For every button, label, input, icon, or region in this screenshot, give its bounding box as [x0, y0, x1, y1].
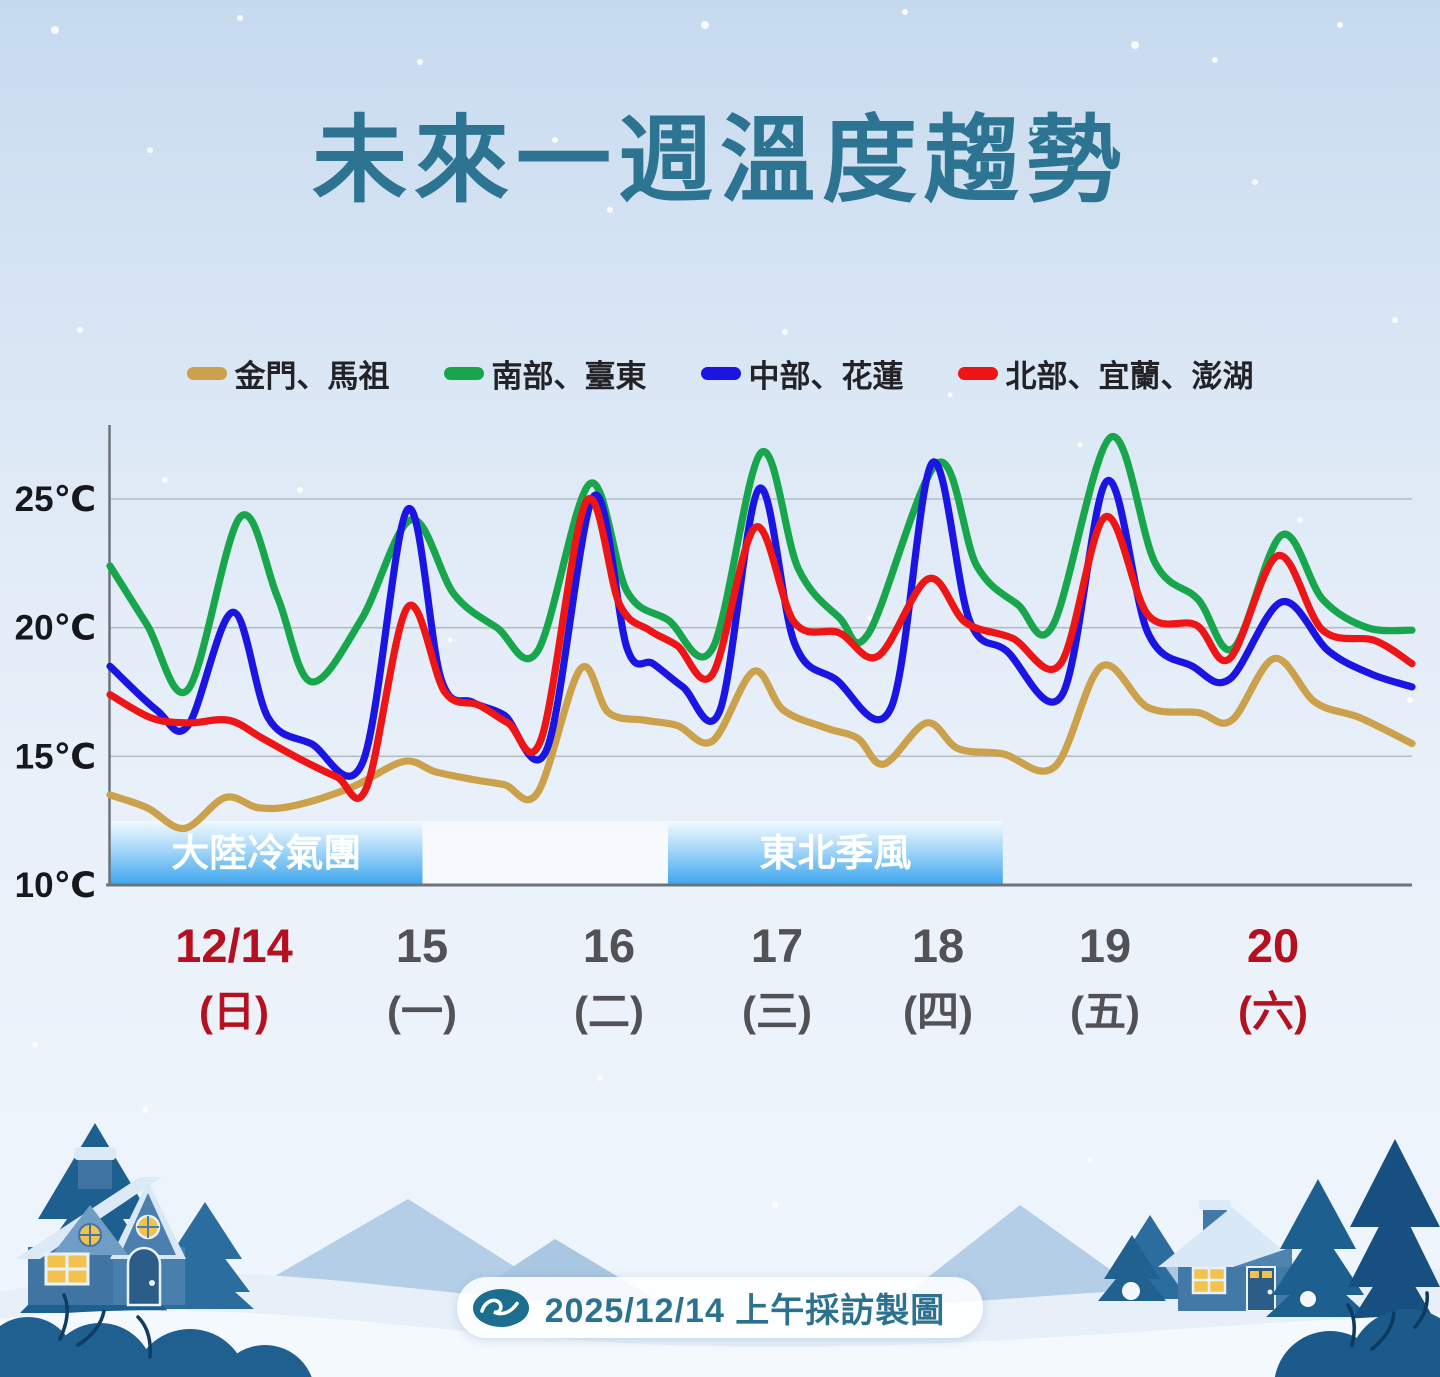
x-day-weekday: (一) — [387, 988, 457, 1035]
cwa-logo-icon — [472, 1288, 529, 1327]
pine-tree-icon — [1098, 1235, 1166, 1301]
x-day-date: 12/14 — [175, 919, 293, 972]
legend-item: 中部、花蓮 — [700, 351, 904, 396]
x-day-weekday: (二) — [574, 988, 644, 1035]
x-axis-labels: 12/14 (日) 15 (一) 16 (二) 17 (三) 18 (四) 19 (五) 20 (六) — [175, 919, 1308, 1035]
x-day-weekday: (六) — [1238, 988, 1308, 1035]
weather-banner-label: 大陸冷氣團 — [171, 833, 361, 875]
x-day-weekday: (日) — [199, 988, 269, 1035]
bush-icon — [1274, 1291, 1440, 1377]
legend-swatch-icon — [186, 367, 227, 380]
axes — [106, 425, 1412, 887]
annotation-banners: 大陸冷氣團 東北季風 — [110, 821, 1003, 884]
legend-swatch-icon — [700, 367, 741, 380]
weather-banner — [668, 821, 1003, 884]
house-icon — [15, 1147, 186, 1307]
legend-label: 中部、花蓮 — [748, 359, 904, 394]
legend-label: 北部、宜蘭、澎湖 — [1005, 359, 1254, 394]
house-icon — [1158, 1200, 1302, 1312]
chart-legend: 金門、馬祖 南部、臺東 中部、花蓮 北部、宜蘭、澎湖 — [0, 351, 1440, 396]
x-day-weekday: (五) — [1070, 988, 1140, 1035]
legend-item: 南部、臺東 — [443, 351, 647, 396]
x-day-date: 19 — [1079, 919, 1131, 972]
legend-item: 金門、馬祖 — [186, 351, 390, 396]
caption-text: 2025/12/14 上午採訪製圖 — [544, 1292, 946, 1330]
banner-gap-strip — [422, 821, 668, 884]
series-line — [106, 494, 1416, 802]
legend-label: 南部、臺東 — [491, 359, 647, 394]
weather-banner — [110, 821, 423, 884]
snow-hill-front — [0, 1310, 1440, 1377]
y-axis-labels: 25℃ 20℃ 15℃ 10℃ — [15, 480, 96, 905]
y-tick-label: 25℃ — [15, 480, 96, 519]
x-day-date: 20 — [1247, 919, 1299, 972]
pine-tree-icon — [1266, 1179, 1370, 1317]
snowflakes — [32, 9, 1413, 1313]
temperature-series — [106, 433, 1416, 833]
x-day-weekday: (三) — [742, 988, 812, 1035]
page-title: 未來一週溫度趨勢 — [311, 108, 1128, 214]
y-tick-label: 10℃ — [15, 866, 96, 905]
y-tick-label: 15℃ — [15, 737, 96, 776]
x-day-date: 15 — [396, 919, 448, 972]
y-tick-label: 20℃ — [15, 609, 96, 648]
legend-label: 金門、馬祖 — [234, 359, 390, 394]
legend-swatch-icon — [443, 367, 484, 380]
caption-pill: 2025/12/14 上午採訪製圖 — [456, 1277, 984, 1338]
footer: 2025/12/14 上午採訪製圖 — [0, 1277, 1440, 1338]
bush-icon — [0, 1293, 312, 1377]
series-line — [106, 433, 1416, 697]
x-day-weekday: (四) — [903, 988, 973, 1035]
series-line — [106, 458, 1416, 780]
x-day-date: 17 — [751, 919, 803, 972]
legend-item: 北部、宜蘭、澎湖 — [957, 351, 1254, 396]
legend-swatch-icon — [957, 367, 998, 380]
weather-banner-label: 東北季風 — [759, 833, 911, 875]
x-day-date: 16 — [583, 919, 635, 972]
x-day-date: 18 — [912, 919, 964, 972]
series-line — [106, 654, 1416, 833]
